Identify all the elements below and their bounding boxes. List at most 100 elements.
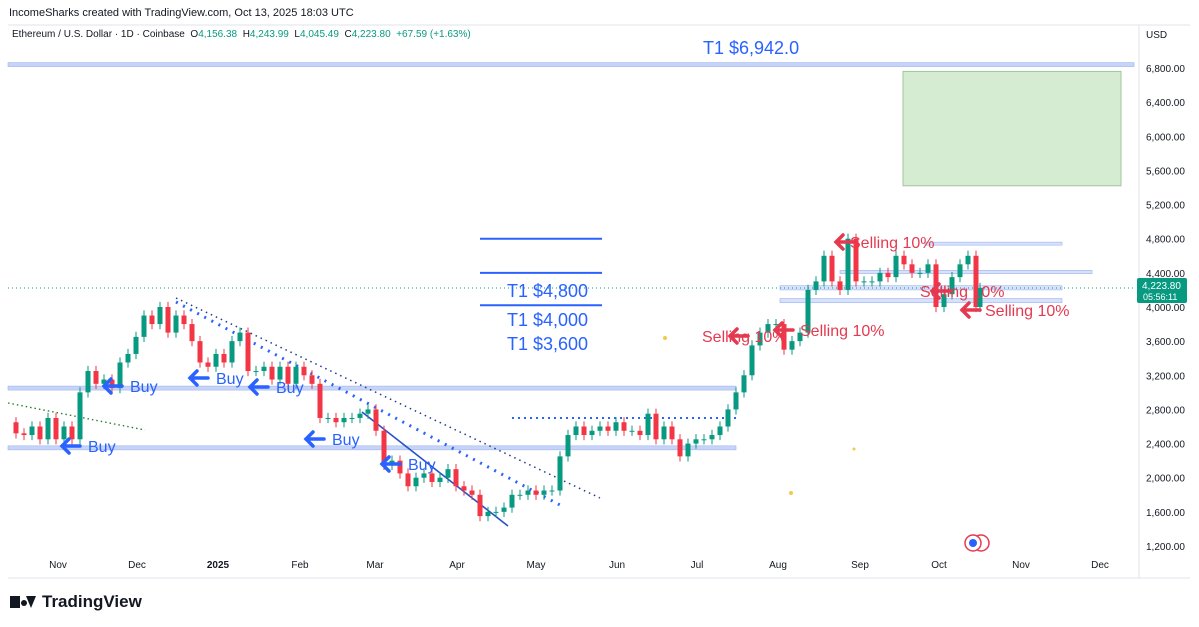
candle-body bbox=[829, 255, 835, 282]
y-tick-label: 3,600.00 bbox=[1146, 337, 1185, 348]
candle-body bbox=[61, 426, 67, 440]
candle-body bbox=[181, 315, 187, 325]
candle-body bbox=[317, 383, 323, 418]
y-tick-label: 5,200.00 bbox=[1146, 201, 1185, 212]
candle-body bbox=[53, 417, 59, 440]
candle-body bbox=[413, 477, 419, 487]
sell-arrow-icon bbox=[772, 321, 795, 339]
candle-body bbox=[221, 353, 227, 363]
x-tick-label: Nov bbox=[1012, 560, 1030, 571]
buy-label: Buy bbox=[88, 439, 116, 456]
candle-body bbox=[261, 366, 267, 372]
candle-body bbox=[381, 430, 387, 465]
x-tick-label: Dec bbox=[1091, 560, 1109, 571]
candle-body bbox=[517, 494, 523, 496]
buy-label: Buy bbox=[130, 379, 158, 396]
candle-body bbox=[693, 439, 699, 444]
candle-body bbox=[805, 289, 811, 333]
candle-body bbox=[533, 490, 539, 495]
low-label: L bbox=[294, 29, 300, 40]
buy-label: Buy bbox=[276, 380, 304, 397]
candle-body bbox=[21, 433, 27, 436]
candle-body bbox=[133, 336, 139, 354]
candle-body bbox=[709, 435, 715, 440]
candle-body bbox=[421, 473, 427, 478]
candle-body bbox=[685, 443, 691, 457]
candle-body bbox=[845, 238, 851, 290]
candle-body bbox=[621, 422, 627, 431]
resistance-band-4 bbox=[924, 241, 1063, 246]
sell-label: Selling 10% bbox=[985, 303, 1070, 320]
candle-body bbox=[653, 413, 659, 440]
x-tick-label: Sep bbox=[851, 560, 869, 571]
candle-body bbox=[949, 277, 955, 295]
candle-body bbox=[477, 494, 483, 517]
y-tick-label: 2,800.00 bbox=[1146, 405, 1185, 416]
candle-body bbox=[461, 486, 467, 491]
candle-body bbox=[405, 473, 411, 487]
candle-body bbox=[789, 341, 795, 350]
candle-body bbox=[781, 324, 787, 350]
marker-dot bbox=[789, 491, 793, 495]
candle-body bbox=[573, 426, 579, 436]
candle-body bbox=[637, 430, 643, 436]
candle-body bbox=[541, 490, 547, 495]
event-badge-icon bbox=[969, 539, 977, 547]
candle-body bbox=[213, 353, 219, 367]
candle-body bbox=[37, 426, 43, 440]
low-value: 4,045.49 bbox=[299, 29, 339, 40]
sell-arrow-icon bbox=[833, 233, 856, 251]
y-tick-label: 2,000.00 bbox=[1146, 474, 1185, 485]
y-tick-label: 4,400.00 bbox=[1146, 269, 1185, 280]
candle-body bbox=[141, 315, 147, 337]
t1-top-label: T1 $6,942.0 bbox=[703, 38, 799, 58]
candle-body bbox=[877, 272, 883, 282]
candle-body bbox=[437, 477, 443, 482]
candle-body bbox=[365, 409, 371, 414]
candle-body bbox=[837, 281, 843, 290]
candle-body bbox=[493, 511, 499, 513]
candle-body bbox=[205, 362, 211, 367]
candle-body bbox=[869, 281, 875, 283]
candle-body bbox=[157, 307, 163, 325]
candle-body bbox=[109, 379, 115, 389]
x-tick-label: Aug bbox=[769, 560, 787, 571]
y-tick-label: 6,000.00 bbox=[1146, 132, 1185, 143]
buy-arrow-icon bbox=[303, 430, 326, 448]
sell-label: Selling 10% bbox=[800, 323, 885, 340]
candle-body bbox=[165, 307, 171, 333]
candle-body bbox=[29, 426, 35, 436]
candle-body bbox=[45, 417, 51, 440]
candle-body bbox=[101, 379, 107, 384]
candle-body bbox=[701, 439, 707, 441]
x-tick-label: Feb bbox=[291, 560, 309, 571]
candle-body bbox=[661, 426, 667, 440]
marker-dot bbox=[852, 447, 856, 451]
candle-body bbox=[245, 332, 251, 372]
sell-label: Selling 10% bbox=[850, 235, 935, 252]
candle-body bbox=[173, 315, 179, 333]
y-tick-label: 4,000.00 bbox=[1146, 303, 1185, 314]
candle-body bbox=[741, 375, 747, 393]
last-price-value: 4,223.80 bbox=[1142, 281, 1181, 292]
candle-body bbox=[797, 332, 803, 342]
resistance-band-1 bbox=[779, 298, 1063, 304]
resistance-band-3 bbox=[839, 269, 1093, 275]
y-tick-label: 6,400.00 bbox=[1146, 98, 1185, 109]
candle-body bbox=[645, 413, 651, 436]
currency-label: USD bbox=[1146, 30, 1168, 41]
candle-body bbox=[613, 422, 619, 431]
candle-body bbox=[445, 469, 451, 478]
candle-body bbox=[189, 324, 195, 342]
high-value: 4,243.99 bbox=[249, 29, 289, 40]
sell-arrow-icon bbox=[959, 301, 982, 319]
candle-body bbox=[77, 392, 83, 440]
buy-label: Buy bbox=[408, 457, 436, 474]
y-tick-label: 4,800.00 bbox=[1146, 235, 1185, 246]
candle-body bbox=[589, 430, 595, 436]
trendline-outer bbox=[175, 297, 601, 499]
candle-body bbox=[749, 345, 755, 376]
buy-arrow-icon bbox=[379, 455, 402, 473]
t1-target-label: T1 $4,000 bbox=[507, 310, 588, 330]
